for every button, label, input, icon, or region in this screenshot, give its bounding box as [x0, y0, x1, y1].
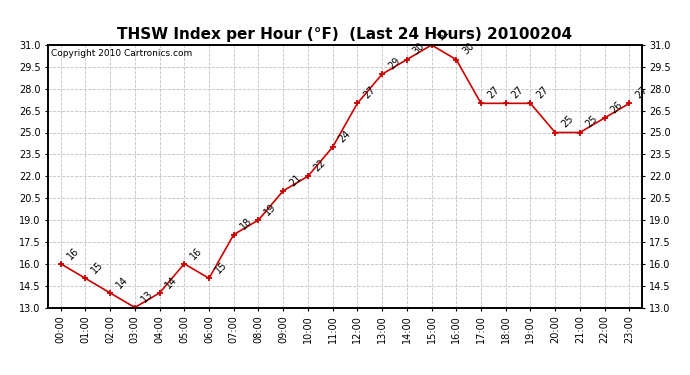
Text: 18: 18 — [238, 216, 254, 232]
Text: 27: 27 — [485, 85, 501, 100]
Text: 22: 22 — [312, 158, 328, 174]
Text: 25: 25 — [584, 114, 600, 130]
Text: 15: 15 — [213, 260, 229, 276]
Text: 27: 27 — [362, 85, 377, 100]
Text: 13: 13 — [139, 289, 155, 305]
Text: 29: 29 — [386, 56, 402, 71]
Text: 25: 25 — [560, 114, 575, 130]
Text: 27: 27 — [535, 85, 551, 100]
Text: 21: 21 — [287, 172, 303, 188]
Text: 30: 30 — [411, 41, 426, 57]
Text: 14: 14 — [115, 274, 130, 290]
Text: 14: 14 — [164, 274, 179, 290]
Text: 15: 15 — [90, 260, 106, 276]
Text: 27: 27 — [510, 85, 526, 100]
Text: 24: 24 — [337, 129, 353, 144]
Text: Copyright 2010 Cartronics.com: Copyright 2010 Cartronics.com — [51, 49, 193, 58]
Text: 30: 30 — [460, 41, 476, 57]
Text: 16: 16 — [188, 245, 204, 261]
Text: 31: 31 — [435, 27, 451, 42]
Text: 27: 27 — [633, 85, 649, 100]
Text: 19: 19 — [263, 201, 278, 217]
Text: 26: 26 — [609, 99, 624, 115]
Title: THSW Index per Hour (°F)  (Last 24 Hours) 20100204: THSW Index per Hour (°F) (Last 24 Hours)… — [117, 27, 573, 42]
Text: 16: 16 — [65, 245, 81, 261]
